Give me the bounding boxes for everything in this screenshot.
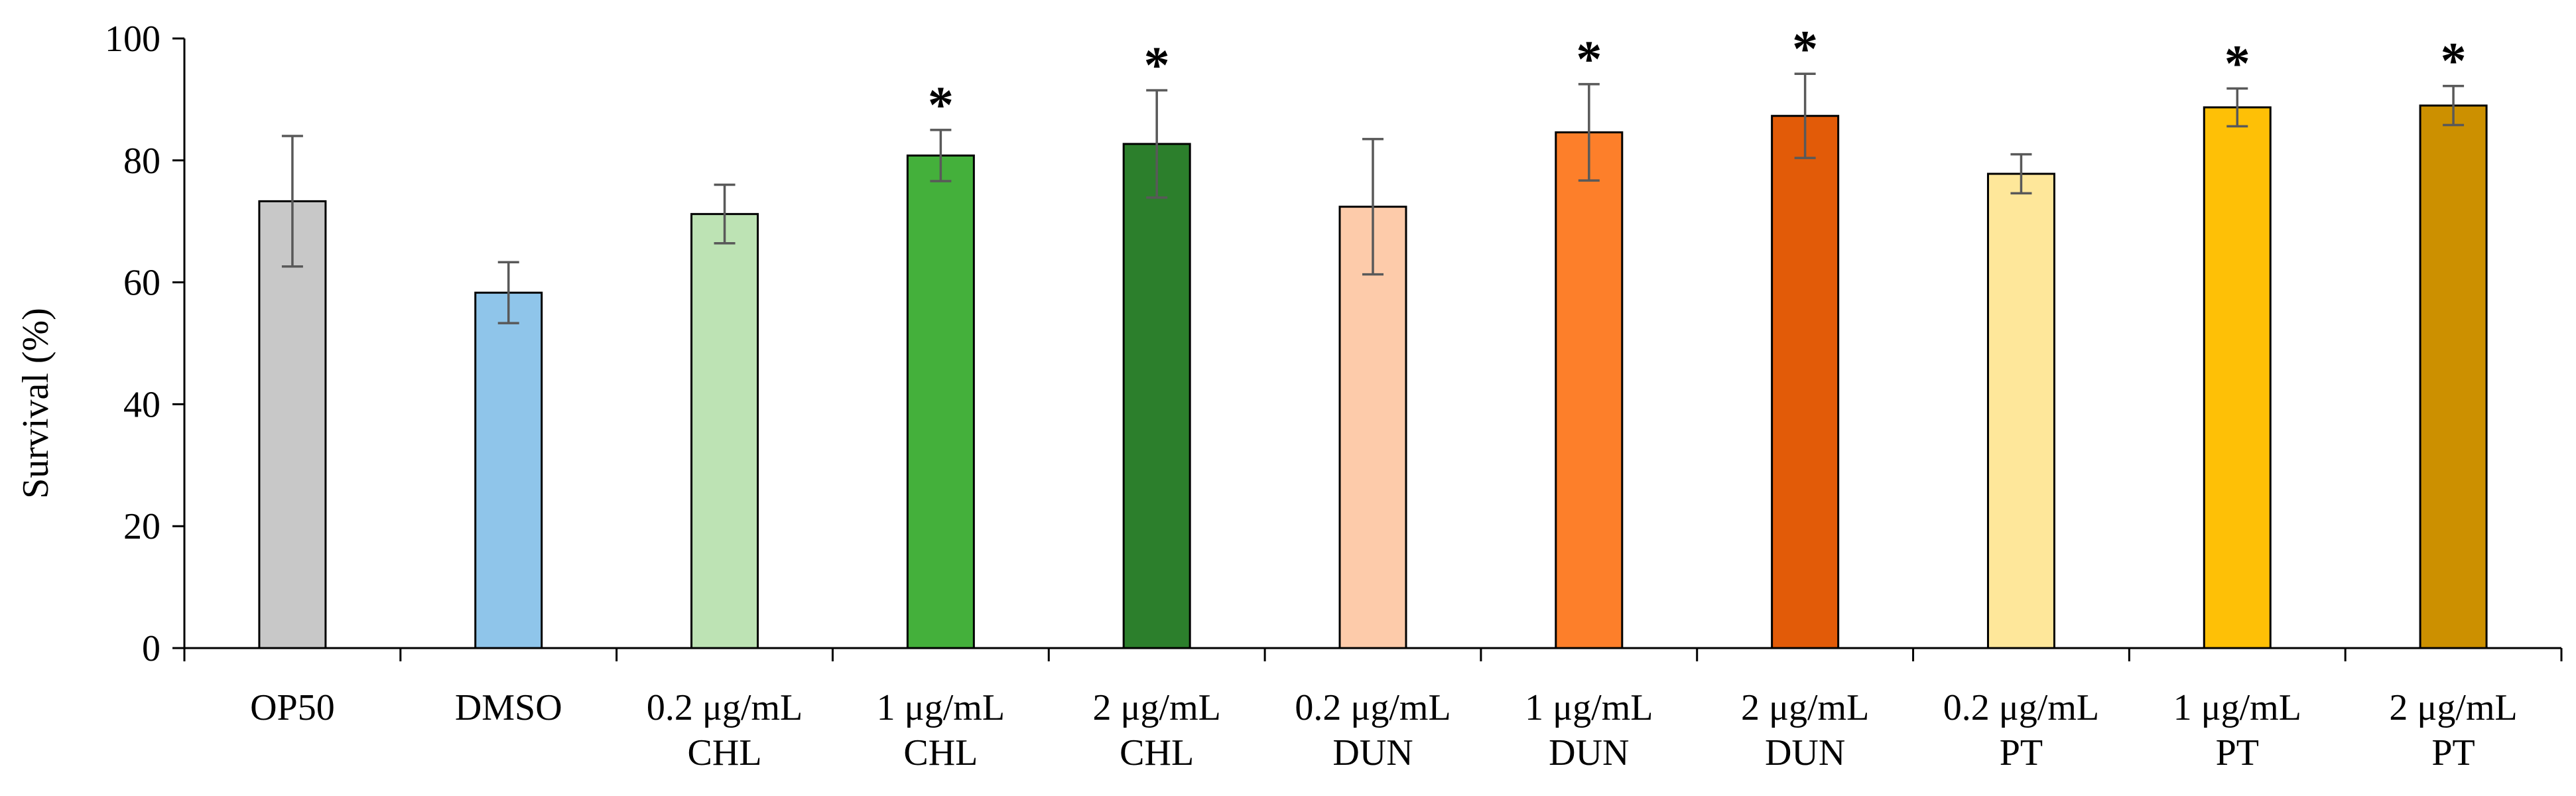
significance-marker: * <box>928 76 954 133</box>
y-tick-label: 40 <box>123 384 161 425</box>
x-tick-label: 0.2 μg/mL DUN <box>1295 687 1450 773</box>
error-bar <box>2010 153 2032 195</box>
x-tick-label: 2 μg/mL CHL <box>1093 687 1221 773</box>
significance-markers-group: * * * * * * <box>928 19 2467 133</box>
x-tick-label: 0.2 μg/mL PT <box>1943 687 2099 773</box>
x-tick-label: DMSO <box>455 687 562 728</box>
error-bar <box>1578 83 1600 182</box>
error-bar <box>2226 87 2248 128</box>
bar <box>1555 131 1624 649</box>
significance-marker: * <box>1792 19 1818 77</box>
x-tick-label-line: 1 μg/mL <box>877 687 1005 728</box>
x-tick-label-line: 2 μg/mL <box>1741 687 1869 728</box>
significance-marker: * <box>2224 34 2250 92</box>
x-tick-label-line: PT <box>2216 732 2259 773</box>
bar <box>1771 115 1840 649</box>
x-tick-label-line: DUN <box>1332 732 1413 773</box>
x-tick-label: 2 μg/mL PT <box>2389 687 2517 773</box>
bar <box>258 200 327 649</box>
error-bar <box>281 135 303 268</box>
x-tick-label-line: PT <box>2431 732 2475 773</box>
bar <box>1986 172 2055 649</box>
significance-marker: * <box>2441 32 2467 90</box>
y-tick-label: 80 <box>123 141 161 182</box>
x-tick-label: 1 μg/mL DUN <box>1525 687 1653 773</box>
error-bar <box>497 261 519 324</box>
y-tick-label: 0 <box>142 628 161 669</box>
bar <box>1338 206 1407 649</box>
error-bar <box>2443 84 2465 127</box>
x-tick-label-line: 2 μg/mL <box>2389 687 2517 728</box>
error-bar <box>930 129 952 182</box>
x-tick-label-line: OP50 <box>250 687 335 728</box>
x-tick-label-line: 0.2 μg/mL <box>647 687 803 728</box>
x-tick-label: 1 μg/mL CHL <box>877 687 1005 773</box>
y-tick-label: 20 <box>123 506 161 547</box>
error-bar <box>714 183 736 245</box>
x-tick-label: 0.2 μg/mL CHL <box>647 687 803 773</box>
bar <box>2419 104 2488 649</box>
x-tick-label: 2 μg/mL DUN <box>1741 687 1869 773</box>
x-tick-label-line: 1 μg/mL <box>1525 687 1653 728</box>
axes-group <box>172 37 2563 661</box>
error-bars-group <box>281 72 2465 324</box>
x-tick-label-line: 0.2 μg/mL <box>1295 687 1450 728</box>
error-bar <box>1362 137 1384 276</box>
bar <box>1122 143 1191 649</box>
y-tick-label: 60 <box>123 263 161 304</box>
x-tick-label-line: 0.2 μg/mL <box>1943 687 2099 728</box>
x-tick-label-line: 2 μg/mL <box>1093 687 1221 728</box>
x-tick-label: OP50 <box>250 687 335 728</box>
bar <box>906 154 975 649</box>
x-tick-label-line: DMSO <box>455 687 562 728</box>
x-tick-label-line: CHL <box>903 732 978 773</box>
error-bar <box>1794 72 1816 159</box>
bar <box>474 291 543 649</box>
y-tick-labels-group: 0 20 40 60 80 100 <box>105 19 161 669</box>
x-tick-label-line: CHL <box>688 732 762 773</box>
x-tick-label-line: 1 μg/mL <box>2173 687 2301 728</box>
x-tick-label-line: DUN <box>1765 732 1845 773</box>
bar <box>2203 106 2272 649</box>
x-tick-label: 1 μg/mL PT <box>2173 687 2301 773</box>
bars-group <box>258 104 2488 649</box>
significance-marker: * <box>1576 30 1602 88</box>
x-tick-label-line: CHL <box>1120 732 1194 773</box>
x-tick-label-line: PT <box>2000 732 2043 773</box>
bar <box>690 213 759 649</box>
significance-marker: * <box>1144 36 1170 94</box>
y-tick-label: 100 <box>105 19 161 60</box>
y-axis-label: Survival (%) <box>15 308 56 499</box>
x-tick-label-line: DUN <box>1549 732 1629 773</box>
error-bar <box>1146 89 1168 199</box>
